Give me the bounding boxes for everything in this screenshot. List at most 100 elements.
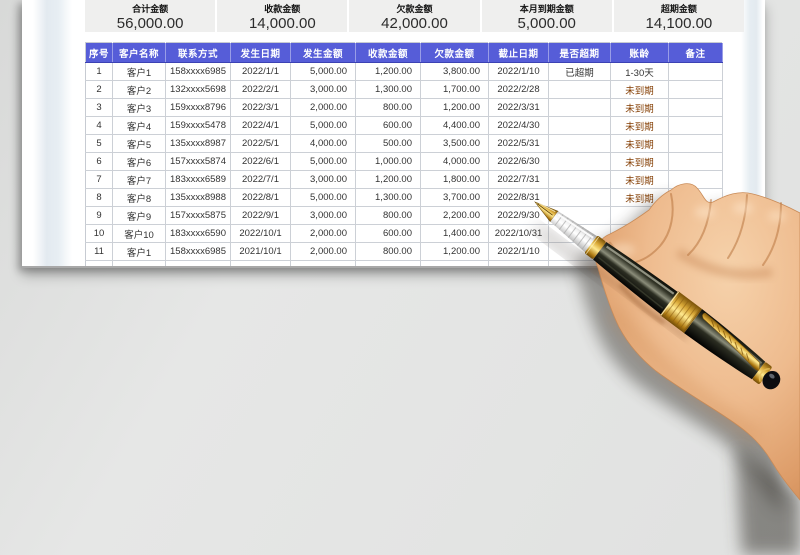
column-header[interactable]: 账龄: [610, 42, 669, 63]
table-cell[interactable]: 2021/10/1: [230, 242, 291, 261]
table-cell[interactable]: 客户2: [112, 80, 166, 99]
table-cell[interactable]: 800.00: [355, 98, 421, 117]
table-cell[interactable]: 1,800.00: [420, 170, 489, 189]
table-cell[interactable]: 客户7: [112, 170, 166, 189]
table-cell[interactable]: 2022/1/1: [230, 62, 291, 81]
table-cell[interactable]: 3,000.00: [290, 206, 356, 225]
table-cell[interactable]: 2022/4/30: [488, 116, 549, 135]
table-cell[interactable]: [668, 152, 723, 171]
column-header[interactable]: 是否超期: [548, 42, 611, 63]
table-cell[interactable]: 158xxxx6985: [165, 242, 231, 261]
table-cell[interactable]: 客户9: [112, 206, 166, 225]
table-cell[interactable]: 2022/9/30: [488, 206, 549, 225]
column-header[interactable]: 收款金额: [355, 42, 421, 63]
table-cell[interactable]: 客户4: [112, 116, 166, 135]
summary-card-3[interactable]: 本月到期金额 5,000.00: [481, 0, 612, 32]
table-cell[interactable]: 2022/6/30: [488, 152, 549, 171]
table-cell[interactable]: [668, 116, 723, 135]
column-header[interactable]: 备注: [668, 42, 723, 63]
table-cell[interactable]: [548, 188, 611, 207]
table-cell[interactable]: [165, 260, 231, 266]
table-cell[interactable]: 2022/2/28: [488, 80, 549, 99]
table-cell[interactable]: 5: [85, 134, 113, 153]
table-cell[interactable]: 6: [85, 152, 113, 171]
table-cell[interactable]: 3,000.00: [290, 170, 356, 189]
table-cell[interactable]: 4,400.00: [420, 116, 489, 135]
table-cell[interactable]: 159xxxx8796: [165, 98, 231, 117]
table-cell[interactable]: 1,200.00: [355, 170, 421, 189]
table-cell[interactable]: 1,700.00: [420, 80, 489, 99]
table-cell[interactable]: 3,800.00: [420, 62, 489, 81]
column-header[interactable]: 客户名称: [112, 42, 166, 63]
table-cell[interactable]: 135xxxx8988: [165, 188, 231, 207]
table-cell[interactable]: 未到期: [610, 80, 669, 99]
table-cell[interactable]: 客户1: [112, 242, 166, 261]
table-cell[interactable]: 2022/1/10: [488, 242, 549, 261]
table-cell[interactable]: 1: [85, 62, 113, 81]
table-cell[interactable]: 2022/10/31: [488, 224, 549, 243]
table-cell[interactable]: 2022/4/1: [230, 116, 291, 135]
table-cell[interactable]: 159xxxx5478: [165, 116, 231, 135]
table-cell[interactable]: 9: [85, 206, 113, 225]
table-cell[interactable]: 4,000.00: [290, 134, 356, 153]
column-header[interactable]: 联系方式: [165, 42, 231, 63]
summary-card-2[interactable]: 欠款金额 42,000.00: [349, 0, 480, 32]
summary-card-4[interactable]: 超期金额 14,100.00: [613, 0, 745, 32]
table-cell[interactable]: 未到期: [610, 116, 669, 135]
table-cell[interactable]: 2022/7/1: [230, 170, 291, 189]
table-cell[interactable]: 1,200.00: [355, 62, 421, 81]
column-header[interactable]: 欠款金额: [420, 42, 489, 63]
table-cell[interactable]: 未到期: [610, 134, 669, 153]
table-cell[interactable]: [290, 260, 356, 266]
table-cell[interactable]: [668, 98, 723, 117]
table-cell[interactable]: 7: [85, 170, 113, 189]
table-cell[interactable]: 2022/8/1: [230, 188, 291, 207]
table-cell[interactable]: [488, 260, 549, 266]
table-cell[interactable]: 157xxxx5875: [165, 206, 231, 225]
table-cell[interactable]: 1,300.00: [355, 80, 421, 99]
table-cell[interactable]: 2022/6/1: [230, 152, 291, 171]
table-cell[interactable]: 800.00: [355, 242, 421, 261]
table-cell[interactable]: 已超期: [548, 62, 611, 81]
table-cell[interactable]: 客户5: [112, 134, 166, 153]
table-cell[interactable]: 客户1: [112, 62, 166, 81]
table-cell[interactable]: 2022/1/10: [488, 62, 549, 81]
table-cell[interactable]: [668, 62, 723, 81]
table-cell[interactable]: 10: [85, 224, 113, 243]
table-cell[interactable]: 2022/3/31: [488, 98, 549, 117]
table-cell[interactable]: 客户10: [112, 224, 166, 243]
column-header[interactable]: 发生金额: [290, 42, 356, 63]
table-cell[interactable]: [112, 260, 166, 266]
table-cell[interactable]: 3: [85, 98, 113, 117]
table-cell[interactable]: 1,200.00: [420, 98, 489, 117]
summary-card-0[interactable]: 合计金额 56,000.00: [85, 0, 216, 32]
table-cell[interactable]: 2022/5/1: [230, 134, 291, 153]
table-cell[interactable]: 135xxxx8987: [165, 134, 231, 153]
summary-card-1[interactable]: 收款金额 14,000.00: [217, 0, 348, 32]
table-cell[interactable]: 5,000.00: [290, 188, 356, 207]
table-cell[interactable]: [668, 134, 723, 153]
table-cell[interactable]: 未到期: [610, 170, 669, 189]
table-cell[interactable]: 未到期: [610, 98, 669, 117]
table-cell[interactable]: 8: [85, 188, 113, 207]
table-cell[interactable]: 3,500.00: [420, 134, 489, 153]
column-header[interactable]: 序号: [85, 42, 113, 63]
table-cell[interactable]: [548, 134, 611, 153]
table-cell[interactable]: [668, 80, 723, 99]
table-cell[interactable]: 3,700.00: [420, 188, 489, 207]
table-cell[interactable]: 2022/7/31: [488, 170, 549, 189]
table-cell[interactable]: 1,400.00: [420, 224, 489, 243]
table-cell[interactable]: 183xxxx6590: [165, 224, 231, 243]
table-cell[interactable]: 2,000.00: [290, 242, 356, 261]
table-cell[interactable]: 2,000.00: [290, 98, 356, 117]
table-cell[interactable]: 183xxxx6589: [165, 170, 231, 189]
table-cell[interactable]: 2022/8/31: [488, 188, 549, 207]
table-cell[interactable]: 3,000.00: [290, 80, 356, 99]
table-cell[interactable]: 未到期: [610, 152, 669, 171]
table-cell[interactable]: 5,000.00: [290, 116, 356, 135]
table-cell[interactable]: 2022/10/1: [230, 224, 291, 243]
table-cell[interactable]: 157xxxx5874: [165, 152, 231, 171]
table-cell[interactable]: 2022/9/1: [230, 206, 291, 225]
table-cell[interactable]: 800.00: [355, 206, 421, 225]
table-cell[interactable]: [548, 116, 611, 135]
